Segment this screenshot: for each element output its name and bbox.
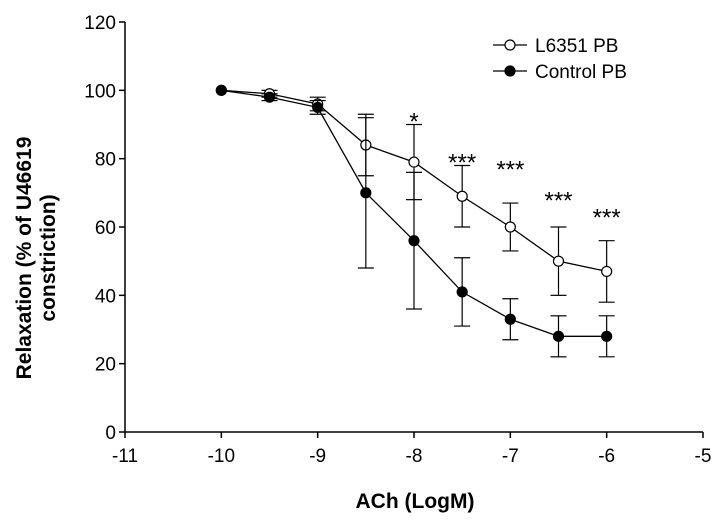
significance-marker: *** xyxy=(448,150,476,177)
y-tick-label: 60 xyxy=(95,218,116,239)
data-point xyxy=(263,91,276,103)
x-tick-label: -8 xyxy=(406,446,423,467)
data-point xyxy=(215,84,227,96)
legend: L6351 PB Control PB xyxy=(493,36,627,83)
y-tick-label: 40 xyxy=(95,286,116,307)
significance-marker: *** xyxy=(593,204,621,231)
data-point xyxy=(601,330,613,342)
y-tick-label: 100 xyxy=(84,81,116,102)
legend-label: Control PB xyxy=(535,62,627,83)
x-tick-label: -11 xyxy=(112,446,138,467)
data-point xyxy=(456,190,468,202)
data-point xyxy=(408,235,420,247)
data-point xyxy=(504,221,516,233)
x-tick-label: -5 xyxy=(695,446,712,467)
x-axis-title: ACh (LogM) xyxy=(356,490,475,513)
y-axis-title-line2: constriction) xyxy=(37,194,60,321)
legend-marker xyxy=(504,65,516,77)
data-point xyxy=(504,313,516,325)
legend-marker xyxy=(504,39,516,51)
x-tick-label: -7 xyxy=(502,446,519,467)
data-point xyxy=(360,187,372,199)
data-point xyxy=(456,286,468,298)
axes: 0 20 40 60 80 100 120 -11 -10 -9 -8 -7 -6 -5 xyxy=(84,13,711,467)
y-tick-label: 0 xyxy=(105,423,116,444)
series-control-pb xyxy=(215,84,615,358)
data-point xyxy=(312,101,324,114)
data-point xyxy=(552,330,565,342)
y-tick-label: 80 xyxy=(95,150,116,171)
y-tick-label: 120 xyxy=(84,13,116,34)
plot-area xyxy=(215,84,615,358)
data-point xyxy=(601,265,613,278)
y-tick-label: 20 xyxy=(95,355,116,376)
significance-marker: * xyxy=(409,109,418,136)
x-tick-label: -9 xyxy=(309,446,326,467)
significance-marker: *** xyxy=(496,157,524,184)
data-point xyxy=(552,255,565,267)
y-axis-title-line1: Relaxation (% of U46619 xyxy=(13,137,36,380)
x-tick-label: -10 xyxy=(208,446,235,467)
x-tick-label: -6 xyxy=(598,446,615,467)
data-point xyxy=(408,156,420,168)
significance-annotations: **** ********* xyxy=(409,109,620,232)
legend-label: L6351 PB xyxy=(535,36,618,57)
significance-marker: *** xyxy=(544,187,572,214)
